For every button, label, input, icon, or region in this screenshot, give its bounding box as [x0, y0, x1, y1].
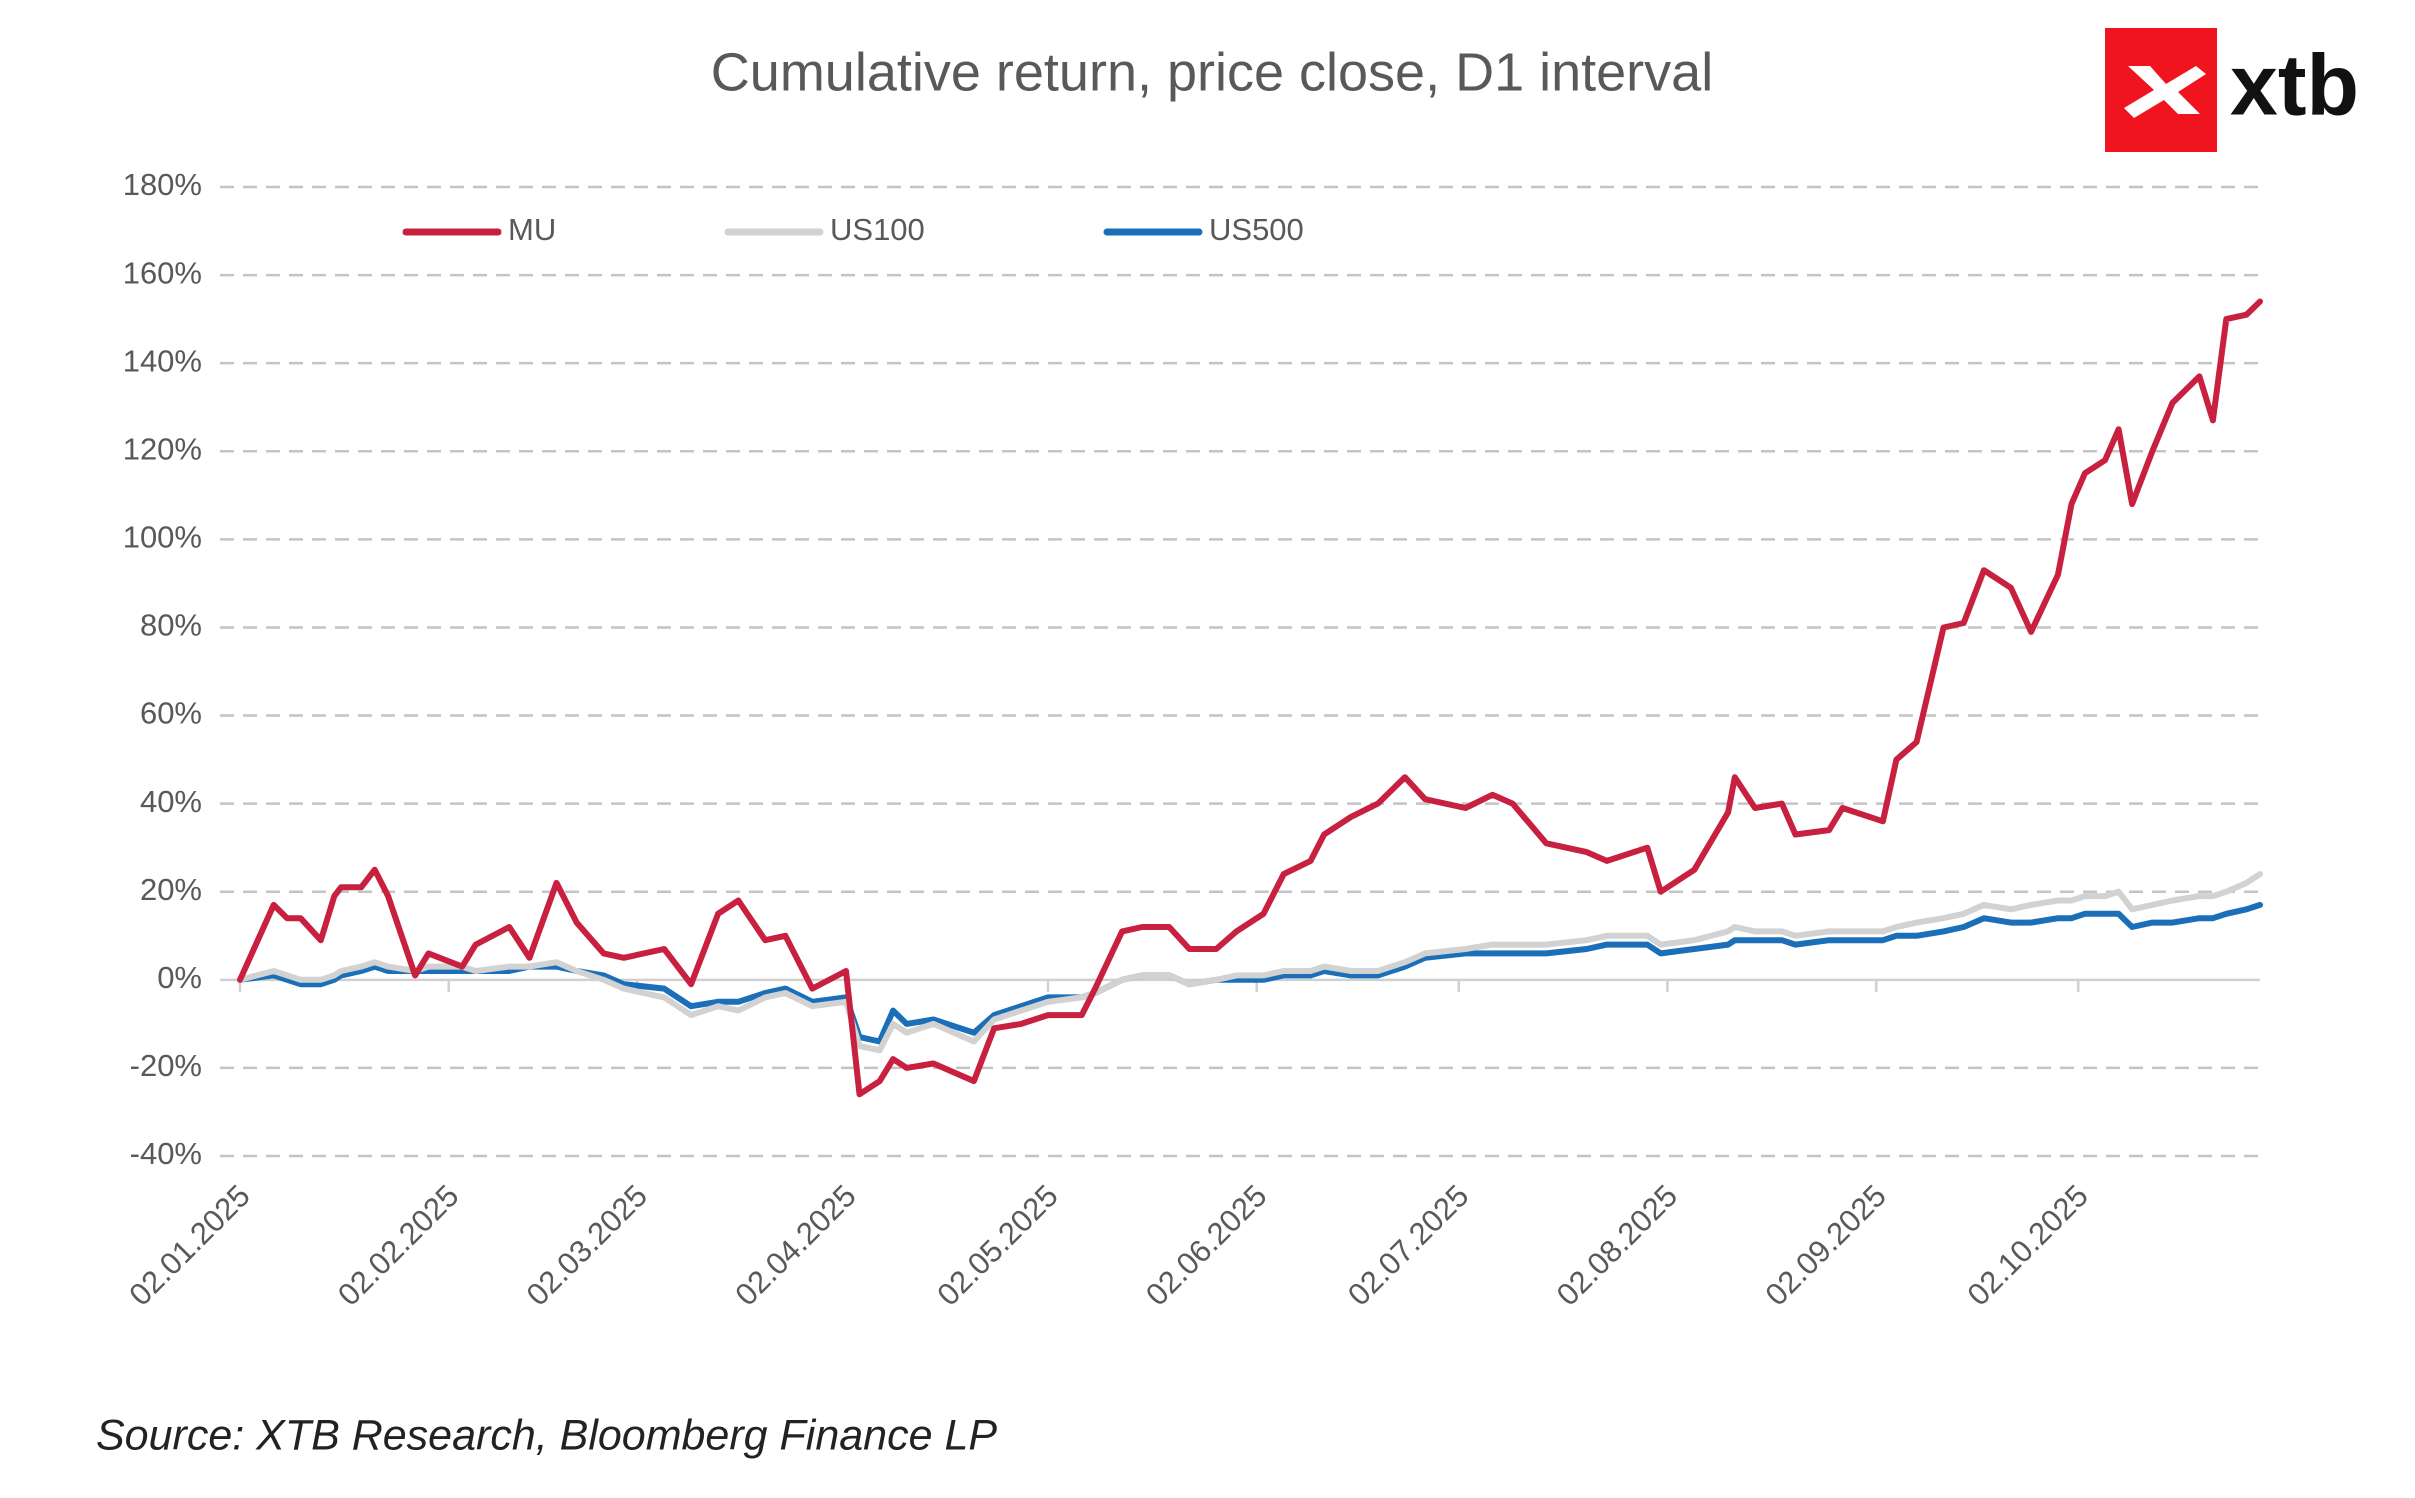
source-note: Source: XTB Research, Bloomberg Finance … [96, 1411, 997, 1459]
logo-x [2124, 66, 2206, 118]
series-line [237, 298, 2263, 1098]
legend-label: MU [508, 212, 556, 247]
y-tick-label: 180% [123, 167, 202, 202]
legend-label: US100 [830, 212, 925, 247]
y-tick-label: 60% [140, 696, 202, 731]
y-tick-label: 100% [123, 520, 202, 555]
logo: xtb [2105, 28, 2359, 152]
y-tick-label: 80% [140, 608, 202, 643]
y-tick-label: -40% [130, 1136, 202, 1171]
y-tick-label: 0% [157, 960, 202, 995]
logo-text: xtb [2230, 38, 2359, 134]
y-tick-label: 20% [140, 872, 202, 907]
y-tick-label: 140% [123, 343, 202, 378]
y-tick-label: 40% [140, 784, 202, 819]
y-tick-label: 120% [123, 431, 202, 466]
series-line [237, 871, 2263, 1054]
chart-title: Cumulative return, price close, D1 inter… [711, 42, 1713, 102]
y-tick-label: 160% [123, 255, 202, 290]
y-tick-label: -20% [130, 1048, 202, 1083]
legend-label: US500 [1209, 212, 1304, 247]
